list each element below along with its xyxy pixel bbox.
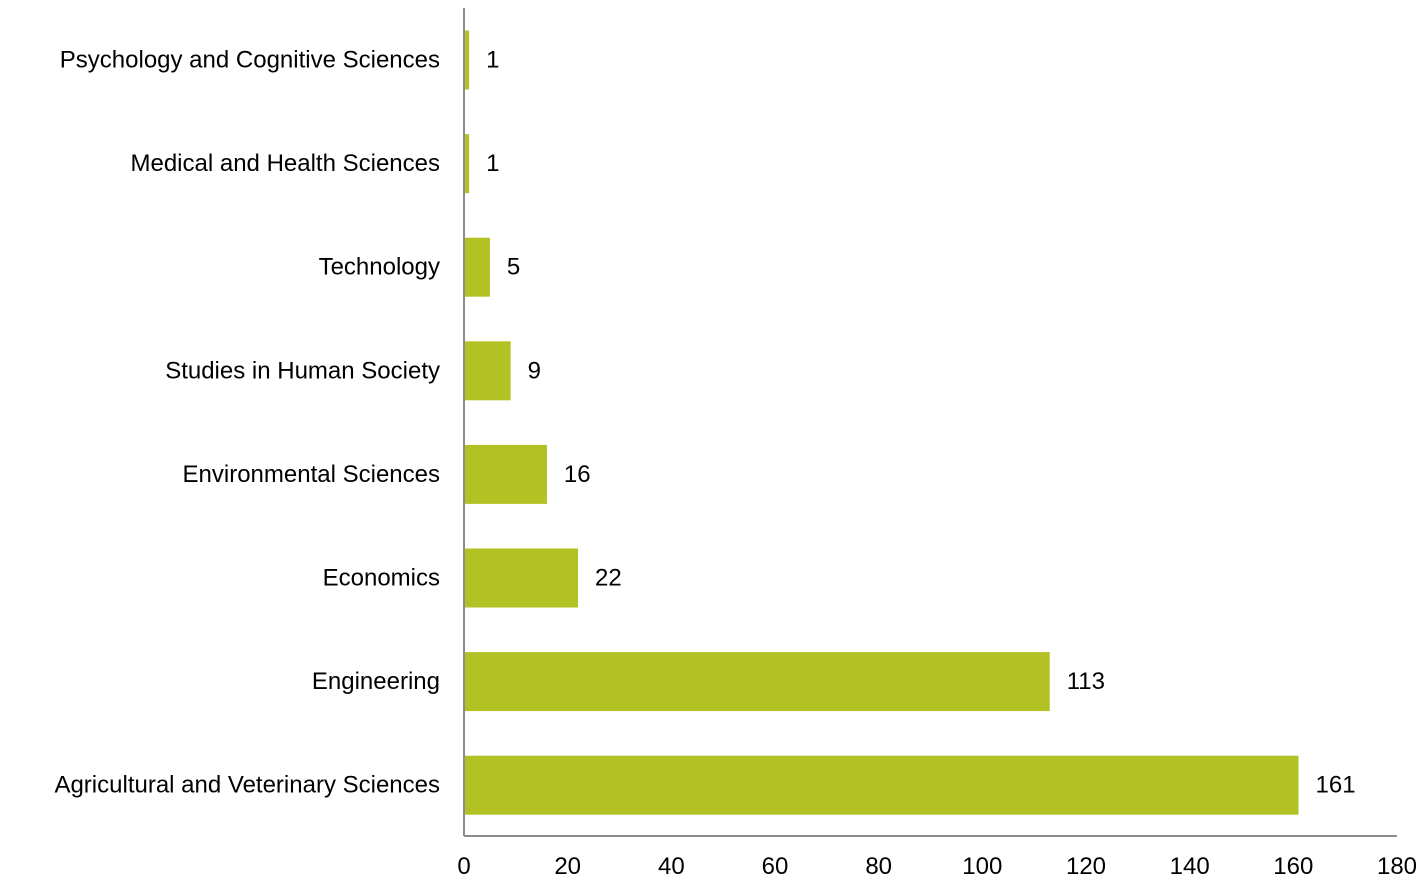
category-labels-group: Psychology and Cognitive Sciences Medical… [54, 47, 440, 799]
data-label-medical-and-health-sciences: 1 [486, 150, 499, 177]
x-tick-label-160: 160 [1273, 853, 1313, 880]
bar-environmental-sciences [464, 444, 547, 504]
bar-studies-in-human-society [464, 341, 511, 401]
x-tick-label-80: 80 [865, 853, 892, 880]
data-label-environmental-sciences: 16 [564, 461, 591, 488]
x-tick-label-0: 0 [457, 853, 470, 880]
bar-psychology-and-cognitive-sciences [464, 30, 470, 90]
x-tick-labels-group: 0 20 40 60 80 100 120 140 160 180 [457, 853, 1417, 880]
x-tick-label-20: 20 [554, 853, 581, 880]
category-label-studies-in-human-society: Studies in Human Society [165, 357, 440, 384]
category-label-economics: Economics [323, 565, 440, 592]
data-label-engineering: 113 [1067, 668, 1105, 695]
x-tick-label-100: 100 [962, 853, 1002, 880]
bars-group [464, 30, 1299, 815]
category-label-medical-and-health-sciences: Medical and Health Sciences [130, 150, 440, 177]
category-label-agricultural-and-veterinary-sciences: Agricultural and Veterinary Sciences [54, 772, 440, 799]
bar-agricultural-and-veterinary-sciences [464, 755, 1299, 815]
x-tick-label-40: 40 [658, 853, 685, 880]
bar-engineering [464, 652, 1050, 712]
bar-technology [464, 237, 490, 297]
x-tick-label-60: 60 [762, 853, 789, 880]
bar-economics [464, 548, 579, 608]
x-tick-label-180: 180 [1377, 853, 1417, 880]
x-tick-label-120: 120 [1066, 853, 1106, 880]
data-label-economics: 22 [595, 565, 622, 592]
category-label-environmental-sciences: Environmental Sciences [183, 461, 440, 488]
category-label-technology: Technology [319, 254, 440, 281]
bar-medical-and-health-sciences [464, 134, 470, 194]
data-labels-group: 1 1 5 9 16 22 113 161 [486, 47, 1355, 799]
x-tick-label-140: 140 [1170, 853, 1210, 880]
data-label-studies-in-human-society: 9 [528, 357, 541, 384]
category-label-psychology-and-cognitive-sciences: Psychology and Cognitive Sciences [60, 47, 440, 74]
category-label-engineering: Engineering [312, 668, 440, 695]
data-label-agricultural-and-veterinary-sciences: 161 [1316, 772, 1356, 799]
data-label-psychology-and-cognitive-sciences: 1 [486, 47, 499, 74]
data-label-technology: 5 [507, 254, 520, 281]
